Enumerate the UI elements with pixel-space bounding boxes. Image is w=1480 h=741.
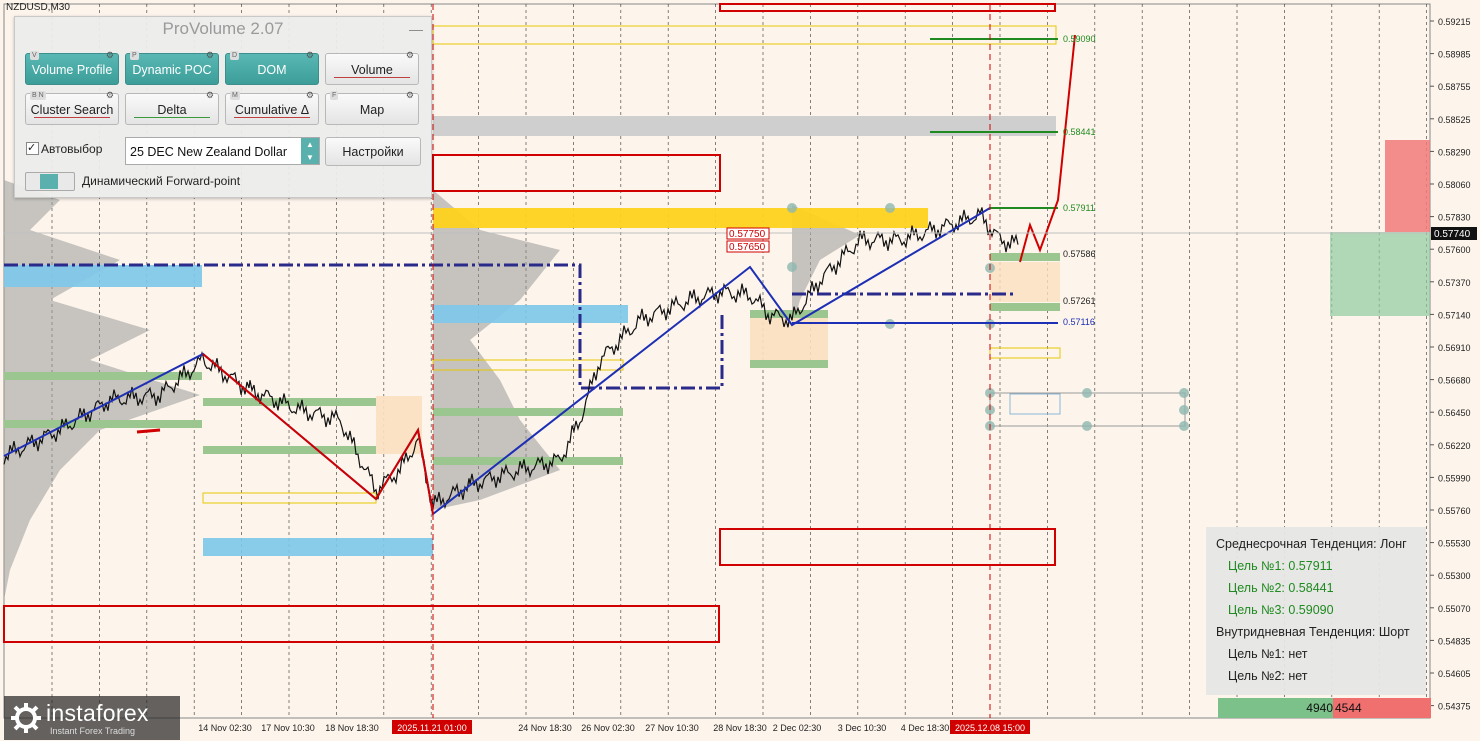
price-tick-label: 0.54835 (1438, 636, 1471, 646)
settings-button[interactable]: Настройки (325, 137, 421, 166)
autoselect-label: Автовыбор (41, 142, 103, 156)
level-label: 0.58441 (1063, 127, 1096, 137)
price-tick-label: 0.56910 (1438, 343, 1471, 353)
delta-button[interactable]: ⚙ Delta (125, 90, 219, 125)
logo-icon (11, 703, 41, 733)
target-level-labels: 0.59090 0.58441 0.57911 0.57586 0.57261 0.571… (1063, 34, 1096, 327)
instrument-select[interactable]: 25 DEC New Zealand Dollar ▲ ▼ (125, 137, 320, 165)
current-price-label: 0.57740 (1434, 229, 1471, 240)
instaforex-logo: instaforex Instant Forex Trading (4, 696, 180, 740)
buy-volume-profile (1330, 232, 1430, 316)
price-tick-label: 0.55070 (1438, 604, 1471, 614)
short-target-2: Цель №2: нет (1228, 669, 1308, 683)
time-tick-label: 2025.12.08 15:00 (955, 723, 1025, 733)
sell-volume-profile (1385, 140, 1430, 232)
dom-button[interactable]: D ⚙ DOM (225, 50, 319, 85)
time-tick-label: 4 Dec 18:30 (901, 723, 950, 733)
price-tick-label: 0.57140 (1438, 310, 1471, 320)
price-tick-label: 0.56680 (1438, 376, 1471, 386)
dynamic-poc-button[interactable]: P ⚙ Dynamic POC (125, 50, 219, 85)
map-button[interactable]: F ⚙ Map (325, 90, 419, 125)
short-target-1: Цель №1: нет (1228, 647, 1308, 661)
time-tick-label: 17 Nov 10:30 (261, 723, 315, 733)
price-tick-label: 0.54605 (1438, 669, 1471, 679)
forward-point-label: Динамический Forward-point (82, 174, 241, 188)
gear-icon: ⚙ (305, 50, 314, 60)
instrument-value: 25 DEC New Zealand Dollar (130, 145, 288, 159)
volume-profile-mid (433, 190, 560, 510)
time-tick-label: 2025.11.21 01:00 (397, 723, 466, 733)
box-label-2: 0.57650 (729, 242, 766, 253)
gear-icon: ⚙ (205, 90, 214, 100)
price-tick-label: 0.55990 (1438, 473, 1471, 483)
panel-title: ProVolume 2.07 (162, 19, 284, 38)
sell-volume-bar: 4544 (1333, 698, 1431, 718)
price-tick-label: 0.55760 (1438, 506, 1471, 516)
price-tick-label: 0.58060 (1438, 180, 1471, 190)
time-tick-label: 18 Nov 18:30 (325, 723, 379, 733)
cluster-search-button[interactable]: B N ⚙ Cluster Search (25, 90, 119, 125)
intraday-trend-title: Внутридневная Тенденция: Шорт (1216, 625, 1410, 639)
cumulative-delta-button[interactable]: M ⚙ Cumulative Δ (225, 90, 319, 125)
red-zigzag (202, 353, 434, 515)
level-label: 0.57586 (1063, 249, 1096, 259)
gear-icon: ⚙ (105, 50, 114, 60)
long-target-2: Цель №2: 0.58441 (1228, 581, 1334, 595)
volume-button[interactable]: ⚙ Volume (325, 50, 419, 85)
price-tick-label: 0.54375 (1438, 702, 1471, 712)
price-tick-label: 0.57370 (1438, 278, 1471, 288)
level-label: 0.57116 (1063, 317, 1095, 327)
minimize-icon[interactable]: — (409, 21, 423, 37)
forward-point-toggle[interactable] (25, 172, 75, 191)
box-label-1: 0.57750 (729, 229, 766, 240)
current-price-tag (1431, 227, 1477, 240)
forecast-path (1019, 34, 1076, 263)
buy-volume-bar: 4940 (1218, 698, 1333, 718)
time-tick-label: 26 Nov 02:30 (581, 723, 635, 733)
price-tick-label: 0.59215 (1438, 17, 1471, 27)
price-tick-label: 0.58755 (1438, 82, 1471, 92)
price-tick-label: 0.58290 (1438, 147, 1471, 157)
price-tick-label: 0.55300 (1438, 571, 1471, 581)
provolume-panel: ProVolume 2.07 — V ⚙ Volume Profile P ⚙ Dyna… (14, 16, 432, 198)
time-tick-label: 27 Nov 10:30 (645, 723, 699, 733)
price-axis: 0.59215 0.58985 0.58755 0.58525 0.58290 0.580… (1430, 17, 1471, 712)
volume-profile-button[interactable]: V ⚙ Volume Profile (25, 50, 119, 85)
gear-icon: ⚙ (305, 90, 314, 100)
symbol-label: NZDUSD,M30 (6, 2, 70, 13)
volume-profile-left (4, 180, 200, 600)
volume-profile-right (792, 205, 860, 330)
long-target-1: Цель №1: 0.57911 (1228, 559, 1333, 573)
price-tick-label: 0.58985 (1438, 50, 1471, 60)
gear-icon: ⚙ (405, 90, 414, 100)
price-tick-label: 0.56450 (1438, 408, 1471, 418)
price-tick-label: 0.55530 (1438, 539, 1471, 549)
time-tick-label: 2 Dec 02:30 (773, 723, 822, 733)
grid-lines (51, 4, 1427, 718)
time-axis: 14 Nov 02:30 17 Nov 10:30 18 Nov 18:30 2025… (198, 720, 1030, 734)
level-label: 0.57261 (1063, 296, 1096, 306)
time-tick-label: 28 Nov 18:30 (713, 723, 767, 733)
level-label: 0.59090 (1063, 34, 1096, 44)
price-tick-label: 0.57600 (1438, 245, 1471, 255)
trend-panel: Среднесрочная Тенденция: Лонг Цель №1: 0… (1206, 527, 1426, 695)
price-tick-label: 0.57830 (1438, 213, 1471, 223)
price-tick-label: 0.58525 (1438, 115, 1471, 125)
gear-icon: ⚙ (105, 90, 114, 100)
autoselect-checkbox[interactable]: ✓ (26, 142, 39, 155)
long-target-3: Цель №3: 0.59090 (1228, 603, 1334, 617)
chevron-updown-icon[interactable]: ▲ ▼ (301, 138, 319, 164)
gear-icon: ⚙ (405, 50, 414, 60)
gear-icon: ⚙ (205, 50, 214, 60)
time-tick-label: 3 Dec 10:30 (838, 723, 887, 733)
time-tick-label: 14 Nov 02:30 (198, 723, 252, 733)
level-label: 0.57911 (1063, 203, 1095, 213)
price-tick-label: 0.56220 (1438, 441, 1471, 451)
medium-trend-title: Среднесрочная Тенденция: Лонг (1216, 537, 1407, 551)
time-tick-label: 24 Nov 18:30 (518, 723, 572, 733)
